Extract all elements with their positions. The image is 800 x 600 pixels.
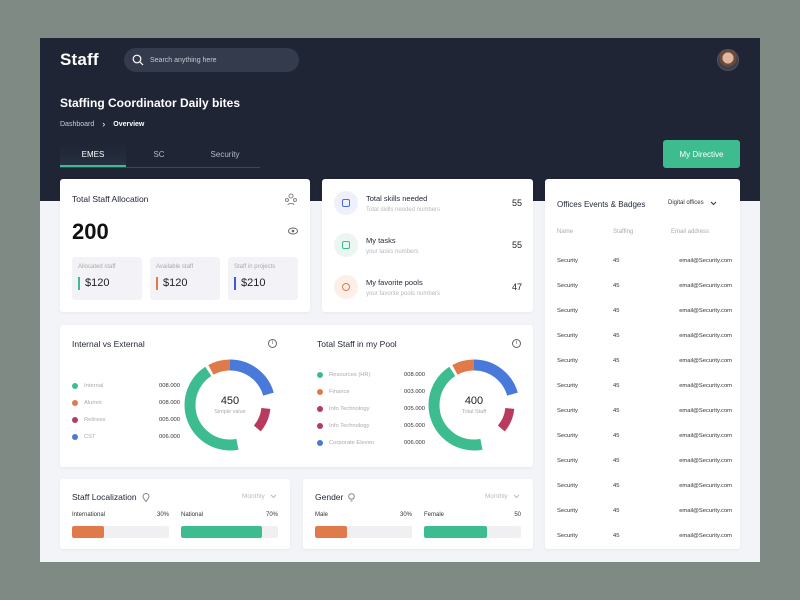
- available-staff-stat: Available staff $120: [150, 257, 220, 300]
- breadcrumb-overview: Overview: [113, 120, 145, 128]
- allocated-staff-stat: Allocated staff $120: [72, 257, 142, 300]
- table-row[interactable]: Security 45 email@Security.com: [557, 358, 732, 364]
- total-staff-value: 200: [72, 219, 109, 244]
- staff-allocation-card: Total Staff Allocation 200 Allocated sta…: [60, 179, 310, 312]
- avatar[interactable]: [717, 49, 739, 71]
- skills-card: Total skills needed Total skills needed n…: [322, 179, 533, 312]
- table-row[interactable]: Security 45 email@Security.com: [557, 408, 732, 414]
- chevron-down-icon: [710, 201, 716, 205]
- team-icon[interactable]: [284, 192, 298, 206]
- staff-pool-section: Total Staff in my Pool i Resources (HR) 0…: [305, 325, 533, 467]
- male-bar: Male 30%: [315, 512, 412, 538]
- female-bar: Female 50: [424, 512, 521, 538]
- internal-vs-external-section: Internal vs External i Internal 008.000 A…: [60, 325, 297, 467]
- card-title: Total Staff Allocation: [72, 194, 149, 204]
- table-row[interactable]: Security 45 email@Security.com: [557, 458, 732, 464]
- logo[interactable]: Staff: [60, 50, 99, 69]
- offices-dropdown[interactable]: Digital offices: [668, 200, 717, 206]
- staff-pool-donut[interactable]: [424, 355, 524, 455]
- table-header: Name Staffing Email address: [557, 229, 710, 235]
- internal-external-donut[interactable]: [180, 355, 280, 455]
- period-dropdown[interactable]: Monthly: [485, 493, 520, 500]
- my-directive-button[interactable]: My Directive: [663, 140, 740, 168]
- legend: Resources (HR) 008.000 Finance 003.000 Inf…: [317, 366, 425, 451]
- international-bar: International 30%: [72, 512, 169, 538]
- offices-card: Offices Events & Badges Digital offices …: [545, 179, 740, 549]
- breadcrumb: Dashboard › Overview: [60, 119, 144, 129]
- search-input[interactable]: Search anything here: [124, 48, 299, 72]
- page-title: Staffing Coordinator Daily bites: [60, 96, 241, 110]
- search-placeholder: Search anything here: [150, 56, 217, 64]
- list-item-skills-needed[interactable]: Total skills needed Total skills needed n…: [334, 191, 522, 215]
- period-dropdown[interactable]: Monthly: [242, 493, 277, 500]
- national-bar: National 70%: [181, 512, 278, 538]
- tasks-icon: [334, 233, 358, 257]
- tab-emes[interactable]: EMES: [60, 144, 126, 167]
- location-pin-icon: [142, 492, 150, 502]
- table-row[interactable]: Security 45 email@Security.com: [557, 283, 732, 289]
- legend: Internal 008.000 Alumni 008.000 Retirees 00…: [72, 377, 180, 445]
- tabs: EMES SC Security: [60, 144, 260, 168]
- chevron-down-icon: [513, 494, 520, 499]
- list-item-my-tasks[interactable]: My tasks your tasks numbers 55: [334, 233, 522, 257]
- info-icon[interactable]: i: [512, 339, 521, 348]
- gender-card: Gender Monthly Male 30% Female 50: [303, 479, 533, 549]
- search-icon: [132, 54, 144, 66]
- table-row[interactable]: Security 45 email@Security.com: [557, 383, 732, 389]
- dashboard-app: Staff Search anything here Staffing Coor…: [40, 38, 760, 562]
- lock-icon: [334, 191, 358, 215]
- table-row[interactable]: Security 45 email@Security.com: [557, 483, 732, 489]
- table-row[interactable]: Security 45 email@Security.com: [557, 333, 732, 339]
- table-row[interactable]: Security 45 email@Security.com: [557, 308, 732, 314]
- tab-security[interactable]: Security: [210, 150, 240, 159]
- table-row[interactable]: Security 45 email@Security.com: [557, 433, 732, 439]
- lightbulb-icon: [348, 492, 356, 501]
- list-item-favorite-pools[interactable]: My favorite pools your favorite pools num…: [334, 275, 522, 299]
- staff-localization-card: Staff Localization Monthly International…: [60, 479, 290, 549]
- target-icon: [334, 275, 358, 299]
- info-icon[interactable]: i: [268, 339, 277, 348]
- donut-charts-card: Internal vs External i Internal 008.000 A…: [60, 325, 533, 467]
- card-title: Offices Events & Badges: [557, 200, 646, 209]
- table-row[interactable]: Security 45 email@Security.com: [557, 508, 732, 514]
- eye-icon[interactable]: [288, 226, 298, 236]
- tab-sc[interactable]: SC: [153, 150, 165, 159]
- chevron-right-icon: ›: [102, 119, 106, 129]
- breadcrumb-dashboard[interactable]: Dashboard: [60, 120, 95, 128]
- staff-in-projects-stat: Staff in projects $210: [228, 257, 298, 300]
- table-row[interactable]: Security 45 email@Security.com: [557, 533, 732, 539]
- chevron-down-icon: [270, 494, 277, 499]
- table-row[interactable]: Security 45 email@Security.com: [557, 258, 732, 264]
